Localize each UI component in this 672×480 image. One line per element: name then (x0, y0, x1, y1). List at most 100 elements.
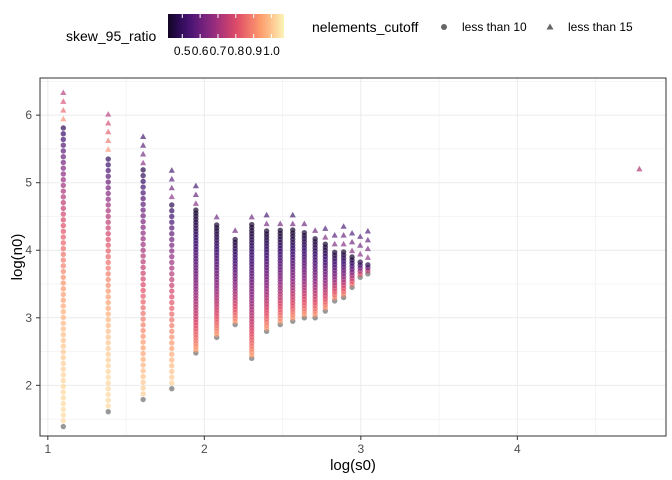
data-point-circle (60, 366, 67, 372)
data-point-triangle (364, 236, 371, 243)
data-point-circle (140, 373, 146, 380)
data-point-circle (105, 253, 111, 260)
data-point-circle (60, 406, 67, 413)
data-point-circle (60, 412, 67, 418)
data-point-circle (169, 311, 175, 317)
data-point-circle (105, 248, 111, 254)
data-point-circle (105, 374, 111, 380)
x-tick-label: 2 (201, 442, 208, 456)
data-point-circle (140, 322, 146, 328)
data-point-circle (60, 228, 67, 235)
data-point-triangle (340, 240, 347, 247)
data-point-triangle (357, 233, 364, 239)
data-point-circle (105, 276, 111, 283)
y-tick-label: 3 (25, 311, 32, 325)
data-point-circle (105, 282, 111, 289)
data-point-triangle (192, 191, 199, 198)
data-point-circle (169, 242, 175, 248)
data-point-circle (105, 167, 111, 174)
data-point-circle (60, 251, 67, 257)
data-point-circle (140, 201, 146, 208)
data-point-circle (357, 259, 363, 265)
data-point-triangle (364, 227, 371, 234)
data-point-triangle (60, 115, 67, 122)
data-point-triangle (348, 229, 356, 236)
data-point-triangle (289, 220, 296, 227)
data-point-circle (105, 334, 111, 340)
data-point-triangle (140, 133, 147, 139)
data-point-circle (105, 311, 111, 317)
colorbar (168, 14, 284, 38)
data-point-circle (105, 225, 111, 231)
shape-legend-title: nelements_cutoff (312, 19, 418, 35)
data-point-circle (169, 248, 175, 254)
data-point-circle (60, 383, 67, 390)
data-point-circle (60, 257, 67, 263)
data-point-circle (60, 142, 67, 148)
data-point-circle (140, 236, 146, 242)
data-point-circle (60, 349, 67, 355)
legend-label-less-than-15: less than 15 (568, 20, 633, 34)
colorbar-tick-label: 0.9 (245, 44, 262, 58)
data-point-circle (140, 259, 146, 265)
data-point-circle (60, 125, 67, 131)
data-point-circle (105, 230, 111, 237)
data-point-triangle (168, 167, 175, 173)
data-point-circle (105, 242, 111, 248)
data-point-circle (60, 354, 67, 361)
data-point-circle (60, 343, 67, 349)
data-point-triangle (105, 146, 112, 152)
y-axis-title: log(n0) (9, 234, 26, 281)
data-point-circle (140, 368, 146, 374)
data-point-triangle (322, 225, 329, 231)
data-point-circle (60, 165, 67, 171)
data-point-circle (169, 236, 175, 243)
data-point-triangle (60, 107, 67, 113)
data-point-circle (169, 363, 175, 369)
data-point-circle (105, 345, 111, 352)
data-point-circle (60, 326, 67, 332)
data-point-circle (331, 249, 338, 255)
data-point-circle (301, 229, 308, 236)
data-point-circle (169, 334, 175, 340)
data-point-circle (169, 202, 175, 208)
data-point-circle (140, 356, 146, 363)
data-point-circle (60, 400, 67, 407)
data-point-circle (60, 234, 67, 240)
data-point-circle (140, 264, 146, 271)
data-point-triangle (105, 137, 112, 144)
data-point-circle (140, 396, 146, 403)
data-point-triangle (263, 211, 270, 218)
data-point-circle (169, 282, 175, 289)
data-point-triangle (340, 223, 347, 229)
data-point-circle (60, 171, 67, 177)
data-point-circle (60, 377, 67, 384)
data-point-circle (140, 253, 146, 259)
data-point-circle (140, 190, 146, 196)
data-point-circle (140, 178, 146, 185)
data-point-circle (60, 240, 67, 246)
data-point-circle (60, 136, 67, 143)
data-point-circle (169, 259, 175, 266)
data-point-circle (140, 391, 146, 397)
data-point-triangle (340, 231, 347, 238)
data-point-triangle (331, 240, 338, 247)
data-point-circle (140, 247, 146, 253)
data-point-circle (60, 176, 67, 183)
data-point-circle (140, 230, 146, 236)
data-point-circle (105, 386, 111, 392)
data-point-circle (140, 350, 146, 357)
data-point-triangle (263, 220, 270, 227)
data-point-circle (60, 423, 67, 430)
data-point-triangle (140, 159, 147, 166)
data-point-triangle (348, 238, 356, 245)
y-axis: 2 3 4 5 6 (25, 108, 40, 392)
x-tick-label: 4 (514, 442, 521, 456)
data-point-circle (105, 368, 111, 375)
data-point-circle (140, 310, 146, 317)
data-point-triangle (105, 119, 112, 126)
data-point-circle (60, 263, 67, 269)
data-point-circle (232, 236, 238, 243)
panel-border (39, 77, 667, 437)
